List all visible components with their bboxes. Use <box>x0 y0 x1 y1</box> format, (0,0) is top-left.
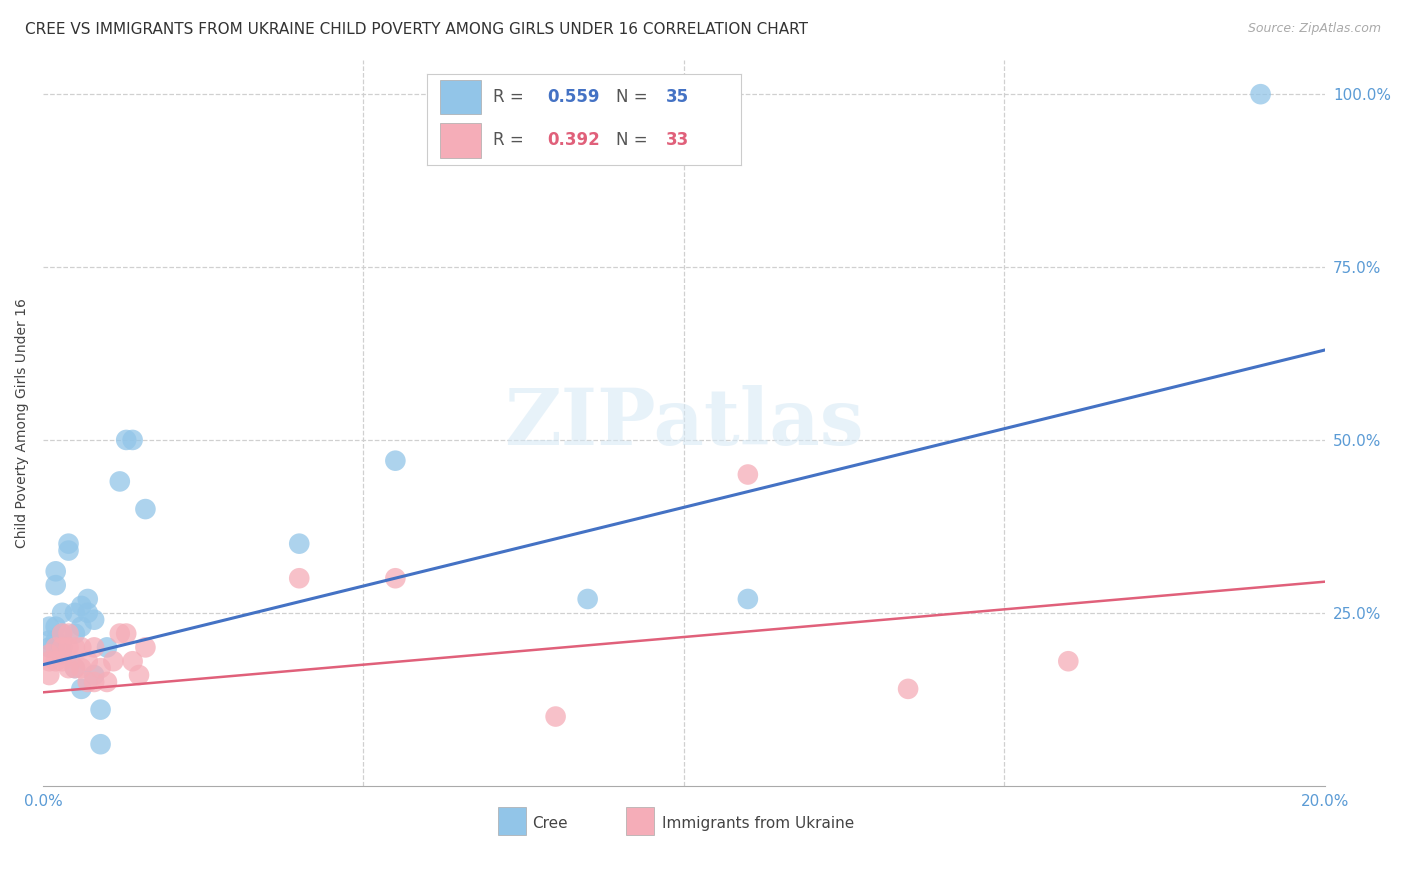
Point <box>70 599 93 613</box>
Point <box>96 640 118 655</box>
Point <box>38 640 60 655</box>
Point <box>51 648 73 662</box>
Point <box>38 633 60 648</box>
Point <box>576 592 599 607</box>
Point <box>288 571 311 585</box>
Bar <box>498 807 526 835</box>
Point <box>288 536 311 550</box>
Point <box>1057 654 1080 668</box>
Point <box>108 626 131 640</box>
Point <box>45 564 67 578</box>
Y-axis label: Child Poverty Among Girls Under 16: Child Poverty Among Girls Under 16 <box>15 298 30 548</box>
Point <box>38 668 60 682</box>
Point <box>51 606 73 620</box>
Point <box>51 640 73 655</box>
Point <box>63 661 86 675</box>
Text: Cree: Cree <box>533 815 568 830</box>
Point <box>544 709 567 723</box>
Point <box>384 571 406 585</box>
Point <box>90 661 112 675</box>
Point <box>58 640 80 655</box>
Text: ZIPatlas: ZIPatlas <box>503 384 863 460</box>
Point <box>58 543 80 558</box>
Point <box>76 606 98 620</box>
Bar <box>626 807 654 835</box>
Point <box>134 640 156 655</box>
Point <box>45 654 67 668</box>
Point <box>115 433 138 447</box>
Point <box>384 453 406 467</box>
Point <box>76 592 98 607</box>
Point <box>121 433 143 447</box>
Point <box>737 592 759 607</box>
Point <box>90 703 112 717</box>
Point <box>76 654 98 668</box>
Point <box>897 681 920 696</box>
Point <box>63 606 86 620</box>
Text: CREE VS IMMIGRANTS FROM UKRAINE CHILD POVERTY AMONG GIRLS UNDER 16 CORRELATION C: CREE VS IMMIGRANTS FROM UKRAINE CHILD PO… <box>25 22 808 37</box>
Point <box>96 675 118 690</box>
Point <box>45 640 67 655</box>
Point <box>58 536 80 550</box>
Point <box>58 626 80 640</box>
Point <box>108 475 131 489</box>
Point <box>134 502 156 516</box>
Point <box>83 675 105 690</box>
Point <box>63 640 86 655</box>
Point <box>51 654 73 668</box>
Point <box>38 654 60 668</box>
Point <box>63 661 86 675</box>
Point <box>45 578 67 592</box>
Point <box>70 681 93 696</box>
Point <box>51 640 73 655</box>
Point <box>737 467 759 482</box>
Point <box>45 620 67 634</box>
Point <box>83 640 105 655</box>
Point <box>115 626 138 640</box>
Point <box>103 654 125 668</box>
Point <box>83 668 105 682</box>
Point <box>121 654 143 668</box>
Text: Source: ZipAtlas.com: Source: ZipAtlas.com <box>1247 22 1381 36</box>
Point <box>45 633 67 648</box>
Point <box>83 613 105 627</box>
Point <box>70 661 93 675</box>
Point <box>51 626 73 640</box>
Point <box>38 648 60 662</box>
Point <box>1250 87 1272 102</box>
Point <box>58 661 80 675</box>
Point <box>76 675 98 690</box>
Text: Immigrants from Ukraine: Immigrants from Ukraine <box>662 815 855 830</box>
Point <box>63 626 86 640</box>
Point <box>70 620 93 634</box>
Point <box>128 668 150 682</box>
Point <box>90 737 112 751</box>
Point <box>70 640 93 655</box>
Point <box>51 626 73 640</box>
Point <box>38 620 60 634</box>
